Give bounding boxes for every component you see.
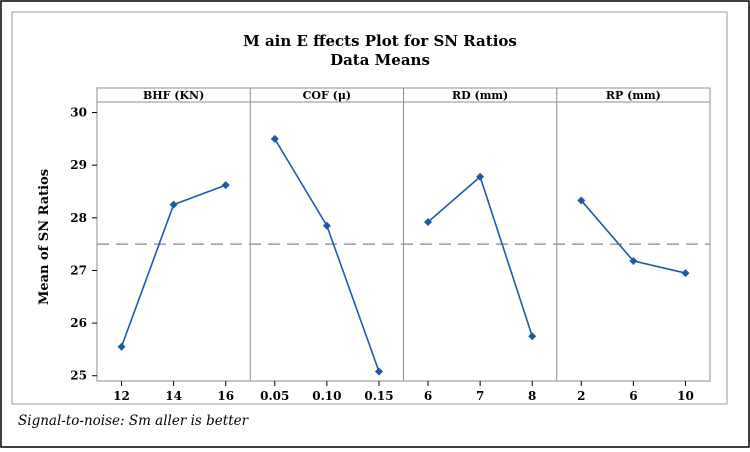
y-axis-label: Mean of SN Ratios	[37, 169, 52, 305]
data-point	[117, 342, 126, 351]
y-tick-label: 30	[70, 106, 87, 120]
data-point	[629, 256, 638, 265]
y-tick-label: 27	[70, 263, 87, 277]
panel-header-label: COF (μ)	[303, 89, 351, 102]
data-point	[476, 172, 485, 181]
y-tick-label: 26	[70, 316, 87, 330]
data-point	[169, 200, 178, 209]
x-tick-label: 10	[677, 389, 694, 403]
panel-header-label: RD (mm)	[452, 89, 508, 102]
data-point	[221, 181, 230, 190]
data-point	[577, 196, 586, 205]
y-tick-label: 28	[70, 211, 87, 225]
x-tick-label: 8	[528, 389, 536, 403]
x-tick-label: 0.15	[364, 389, 393, 403]
x-tick-label: 14	[165, 389, 182, 403]
y-tick-label: 25	[70, 369, 87, 383]
data-point	[528, 332, 537, 341]
chart-title: M ain E ffects Plot for SN Ratios	[243, 32, 517, 50]
x-tick-label: 2	[577, 389, 585, 403]
chart-subtitle: Data Means	[330, 51, 430, 69]
data-point	[681, 269, 690, 278]
panel-header-label: RP (mm)	[606, 89, 661, 102]
x-tick-label: 6	[424, 389, 432, 403]
x-tick-label: 12	[113, 389, 130, 403]
x-tick-label: 7	[476, 389, 484, 403]
x-tick-label: 6	[629, 389, 637, 403]
x-tick-label: 0.05	[260, 389, 289, 403]
x-tick-label: 0.10	[312, 389, 341, 403]
data-point	[270, 134, 279, 143]
footnote: Signal-to-noise: Sm aller is better	[18, 413, 250, 429]
y-tick-label: 29	[70, 158, 87, 172]
panel-header-label: BHF (KN)	[143, 89, 204, 102]
x-tick-label: 16	[217, 389, 234, 403]
data-point	[424, 218, 433, 227]
data-point	[322, 221, 331, 230]
data-point	[374, 367, 383, 376]
